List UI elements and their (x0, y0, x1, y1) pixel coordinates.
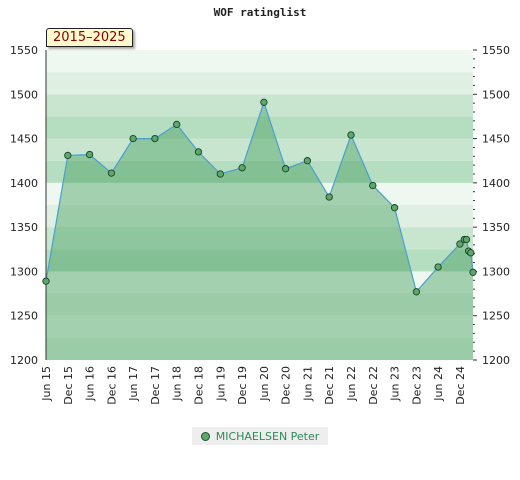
legend-label: MICHAELSEN Peter (215, 429, 320, 443)
data-point (194, 148, 203, 156)
grid-band (46, 205, 473, 228)
data-point (42, 277, 50, 285)
x-tick-label: Jun 18 (171, 366, 184, 402)
grid-band (46, 337, 473, 360)
y-tick-label-left: 1250 (10, 310, 38, 323)
x-tick-label: Jun 24 (432, 366, 445, 402)
data-point (238, 164, 246, 172)
y-tick-label-right: 1450 (482, 133, 510, 146)
x-tick-label: Dec 21 (323, 366, 336, 405)
grid-band (46, 72, 473, 95)
grid-band (46, 50, 473, 73)
series-area (46, 102, 473, 361)
x-tick-label: Dec 22 (367, 366, 380, 405)
x-tick-label: Jun 21 (301, 366, 314, 402)
data-point (462, 235, 471, 244)
x-tick-label: Dec 16 (105, 366, 118, 405)
grid-band (46, 315, 473, 338)
data-point (281, 165, 290, 173)
y-tick-label-left: 1200 (10, 354, 38, 367)
data-point (467, 249, 475, 257)
y-tick-label-right: 1300 (482, 265, 510, 278)
grid-band (46, 138, 473, 161)
y-tick-label-left: 1400 (10, 177, 38, 190)
data-point (173, 120, 181, 129)
x-tick-label: Dec 17 (149, 366, 162, 405)
grid-band (46, 293, 473, 316)
grid-band (46, 182, 473, 205)
y-tick-label-right: 1500 (482, 88, 510, 101)
data-point (369, 181, 377, 190)
data-point (129, 134, 137, 143)
x-tick-label: Jun 17 (127, 366, 140, 402)
y-tick-label-left: 1300 (10, 265, 38, 278)
grid-band (46, 227, 473, 250)
y-tick-label-left: 1350 (10, 221, 38, 234)
grid-band (46, 160, 473, 183)
x-tick-label: Jun 20 (258, 366, 271, 402)
x-tick-label: Dec 19 (236, 366, 249, 405)
x-tick-label: Dec 23 (410, 366, 423, 405)
data-point (390, 204, 399, 212)
chart-title: WOF ratinglist (213, 6, 307, 19)
x-tick-label: Jun 23 (389, 366, 402, 402)
x-tick-label: Jun 16 (84, 366, 97, 402)
y-tick-label-left: 1450 (10, 133, 38, 146)
grid-band (46, 271, 473, 294)
data-point (456, 240, 464, 248)
data-point (347, 131, 355, 139)
x-tick-label: Jun 19 (214, 366, 227, 402)
x-tick-label: Dec 15 (62, 366, 75, 405)
y-tick-label-right: 1350 (482, 221, 510, 234)
y-tick-label-right: 1400 (482, 177, 510, 190)
data-point (107, 169, 116, 177)
y-tick-label-left: 1500 (10, 88, 38, 101)
data-point (216, 170, 224, 178)
data-point (64, 151, 72, 160)
y-tick-label-right: 1550 (482, 44, 510, 57)
period-badge: 2015–2025 (46, 28, 133, 47)
grid-band (46, 116, 473, 139)
data-point (151, 134, 159, 143)
grid-band (46, 94, 473, 117)
x-tick-label: Dec 18 (193, 366, 206, 405)
legend-marker-icon (200, 431, 210, 441)
x-tick-label: Jun 22 (345, 366, 358, 402)
data-point (325, 193, 333, 201)
data-point (412, 288, 421, 296)
legend: MICHAELSEN Peter (192, 427, 328, 445)
data-point (469, 268, 477, 276)
x-tick-label: Jun 15 (40, 366, 53, 402)
grid-band (46, 249, 473, 272)
y-tick-label-left: 1550 (10, 44, 38, 57)
data-point (85, 150, 94, 159)
data-point (303, 157, 312, 165)
x-tick-label: Dec 24 (454, 366, 467, 405)
y-tick-label-right: 1200 (482, 354, 510, 367)
data-point (260, 98, 268, 106)
y-tick-label-right: 1250 (482, 310, 510, 323)
data-point (434, 263, 442, 271)
x-tick-label: Dec 20 (280, 366, 293, 405)
